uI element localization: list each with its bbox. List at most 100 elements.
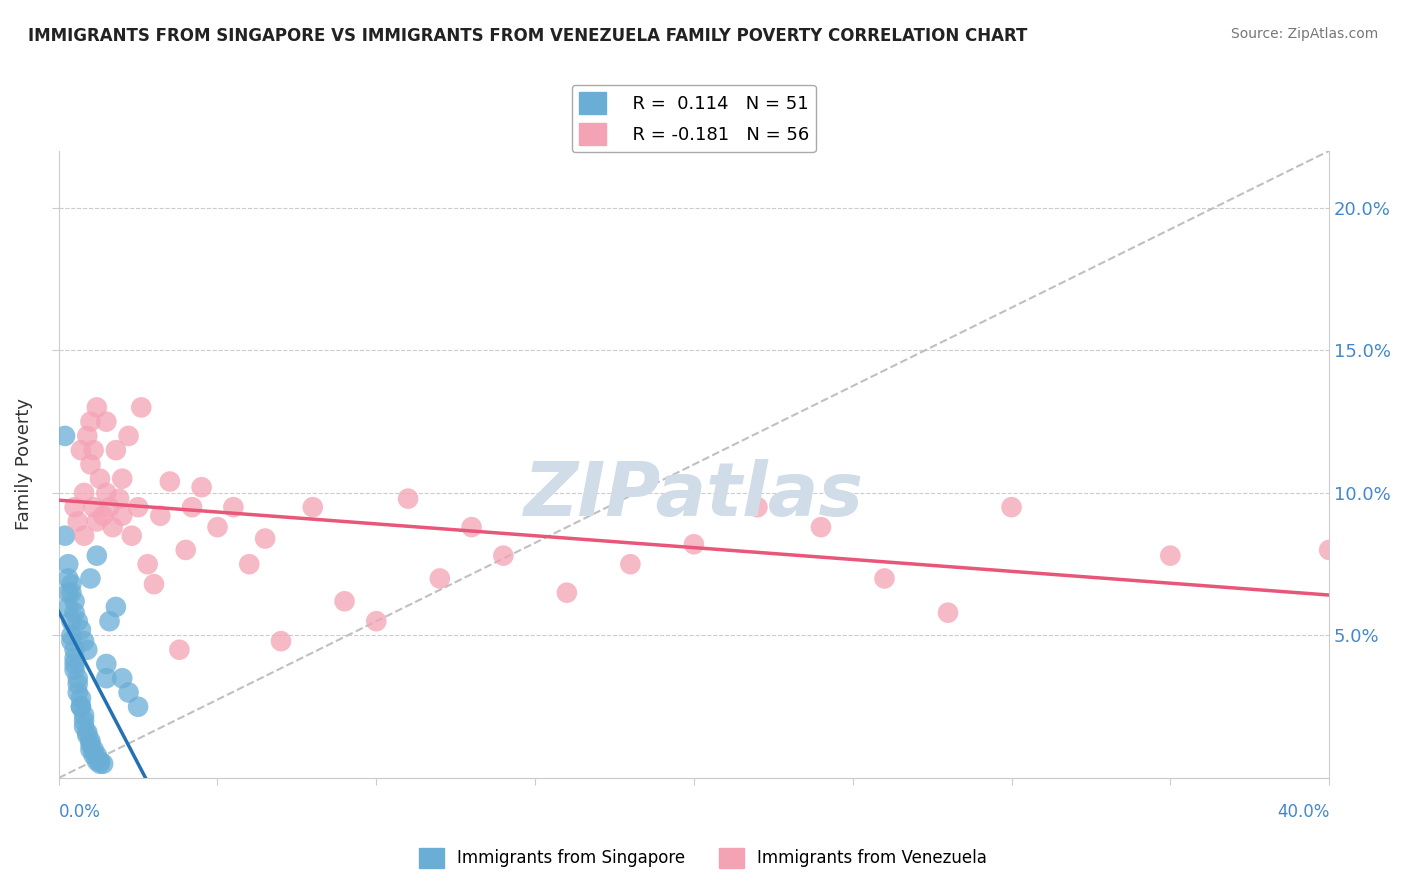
Point [76,642,98,657]
Point [83,443,105,458]
Point [111,472,134,486]
Point [129,401,152,415]
Point [73,708,96,723]
Point [76,429,98,443]
Point [63,651,86,665]
Point [79,734,101,748]
Point [111,508,134,523]
Point [70,443,93,458]
Point [936,606,959,620]
Point [60,628,83,642]
Point [555,585,578,599]
Point [60,634,83,648]
Point [104,443,127,458]
Point [1317,543,1340,558]
Point [108,491,131,506]
Point [63,642,86,657]
Point [747,500,769,515]
Point [101,520,124,534]
Point [76,725,98,739]
Point [117,685,139,699]
Point [91,756,114,771]
Point [83,742,105,756]
Point [86,401,108,415]
Text: Source: ZipAtlas.com: Source: ZipAtlas.com [1230,27,1378,41]
Point [207,520,229,534]
Point [127,500,149,515]
Point [83,748,105,763]
Point [79,458,101,472]
Point [873,571,896,585]
Text: 0.0%: 0.0% [59,803,101,822]
Point [73,714,96,728]
Point [66,677,89,691]
Point [96,671,118,685]
Point [98,614,121,628]
Point [83,500,105,515]
Point [159,475,181,489]
Point [79,571,101,585]
Point [66,671,89,685]
Text: 40.0%: 40.0% [1277,803,1329,822]
Point [63,663,86,677]
Point [63,594,86,608]
Point [104,599,127,614]
Legend: Immigrants from Singapore, Immigrants from Venezuela: Immigrants from Singapore, Immigrants fr… [412,841,994,875]
Point [270,634,292,648]
Point [366,614,388,628]
Point [86,515,108,529]
Y-axis label: Family Poverty: Family Poverty [15,399,32,531]
Point [1159,549,1181,563]
Point [70,699,93,714]
Point [683,537,706,551]
Point [60,614,83,628]
Point [58,571,80,585]
Point [86,549,108,563]
Point [63,657,86,671]
Point [121,529,143,543]
Point [60,577,83,591]
Point [143,577,166,591]
Point [79,742,101,756]
Legend:   R =  0.114   N = 51,   R = -0.181   N = 56: R = 0.114 N = 51, R = -0.181 N = 56 [572,85,815,153]
Point [127,699,149,714]
Point [301,500,323,515]
Point [73,720,96,734]
Point [66,515,89,529]
Point [79,737,101,751]
Point [58,558,80,572]
Point [66,685,89,699]
Point [58,599,80,614]
Point [492,549,515,563]
Point [149,508,172,523]
Point [86,748,108,763]
Point [117,429,139,443]
Point [98,500,121,515]
Point [396,491,419,506]
Point [86,754,108,768]
Point [190,480,212,494]
Point [89,756,111,771]
Point [53,529,76,543]
Point [333,594,356,608]
Point [73,529,96,543]
Point [619,558,641,572]
Text: IMMIGRANTS FROM SINGAPORE VS IMMIGRANTS FROM VENEZUELA FAMILY POVERTY CORRELATIO: IMMIGRANTS FROM SINGAPORE VS IMMIGRANTS … [28,27,1028,45]
Point [89,754,111,768]
Point [76,728,98,742]
Point [60,585,83,599]
Point [70,691,93,706]
Point [1000,500,1022,515]
Point [136,558,159,572]
Point [53,429,76,443]
Point [63,606,86,620]
Point [810,520,832,534]
Point [460,520,482,534]
Point [238,558,260,572]
Point [174,543,197,558]
Point [169,642,191,657]
Point [111,671,134,685]
Point [91,508,114,523]
Point [73,634,96,648]
Point [66,614,89,628]
